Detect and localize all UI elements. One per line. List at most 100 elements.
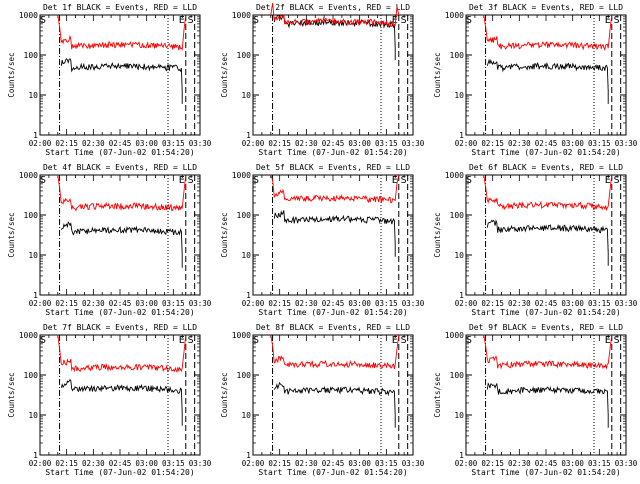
- x-tick-label: 03:00: [561, 299, 584, 308]
- y-axis-label: Counts/sec: [220, 52, 229, 97]
- x-tick-label: 02:15: [55, 299, 78, 308]
- y-tick-label: 1: [246, 291, 251, 300]
- time-marker-label: S: [40, 335, 46, 346]
- detector-chart-4: Det 4f BLACK = Events, RED = LLD 1 10 100 10…: [7, 163, 212, 317]
- y-tick-label: 100: [450, 211, 465, 220]
- detector-chart-8: Det 8f BLACK = Events, RED = LLD 1 10 100 10…: [220, 323, 425, 477]
- detector-panel-1: Det 1f BLACK = Events, RED = LLD 1 10 100 10…: [0, 0, 213, 160]
- y-axis-label: Counts/sec: [433, 52, 442, 97]
- time-marker-label: S: [401, 175, 407, 186]
- x-axis-label: Start Time (07-Jun-02 01:54:20): [45, 148, 194, 157]
- y-tick-label: 10: [28, 91, 38, 100]
- x-tick-label: 03:15: [375, 299, 398, 308]
- y-tick-label: 10: [454, 251, 464, 260]
- x-tick-label: 03:00: [561, 139, 584, 148]
- lld-series-line: [57, 174, 187, 212]
- time-marker-label: S: [253, 175, 259, 186]
- chart-title: Det 8f BLACK = Events, RED = LLD: [256, 323, 410, 332]
- x-tick-label: 03:15: [375, 459, 398, 468]
- x-tick-label: 03:30: [615, 139, 638, 148]
- plot-frame: [465, 174, 627, 296]
- x-tick-label: 02:15: [481, 459, 504, 468]
- time-marker-label: S: [188, 15, 194, 26]
- x-tick-label: 02:00: [242, 139, 265, 148]
- y-tick-label: 1000: [445, 171, 464, 180]
- y-tick-label: 10: [241, 251, 251, 260]
- x-axis-label: Start Time (07-Jun-02 01:54:20): [45, 308, 194, 317]
- events-series-line: [486, 219, 609, 266]
- y-tick-label: 1: [459, 131, 464, 140]
- x-tick-label: 02:45: [535, 139, 558, 148]
- events-series-line: [60, 221, 183, 268]
- plot-frame: [252, 334, 414, 456]
- y-axis-label: Counts/sec: [7, 212, 16, 257]
- x-tick-label: 02:00: [455, 459, 478, 468]
- y-tick-label: 1: [33, 131, 38, 140]
- time-marker-label: S: [466, 175, 472, 186]
- y-axis-label: Counts/sec: [7, 52, 16, 97]
- y-tick-label: 100: [24, 51, 39, 60]
- x-tick-label: 03:15: [588, 139, 611, 148]
- x-axis-label: Start Time (07-Jun-02 01:54:20): [471, 308, 620, 317]
- chart-title: Det 3f BLACK = Events, RED = LLD: [469, 3, 623, 12]
- x-tick-label: 02:30: [508, 459, 531, 468]
- x-tick-label: 02:45: [535, 299, 558, 308]
- time-marker-label: S: [401, 335, 407, 346]
- plot-frame: [465, 334, 627, 456]
- x-tick-label: 02:45: [322, 299, 345, 308]
- x-tick-label: 02:15: [268, 459, 291, 468]
- detector-panel-4: Det 4f BLACK = Events, RED = LLD 1 10 100 10…: [0, 160, 213, 320]
- x-tick-label: 03:15: [375, 139, 398, 148]
- x-tick-label: 02:15: [268, 139, 291, 148]
- time-marker-label: E: [179, 175, 185, 186]
- x-tick-label: 02:15: [55, 139, 78, 148]
- x-tick-label: 03:30: [402, 299, 425, 308]
- lld-series-line: [483, 174, 613, 212]
- lld-series-line: [483, 334, 613, 370]
- lld-series-line: [57, 334, 187, 374]
- x-axis-label: Start Time (07-Jun-02 01:54:20): [471, 148, 620, 157]
- events-series-line: [486, 58, 609, 104]
- x-tick-label: 02:45: [109, 299, 132, 308]
- y-tick-label: 1: [459, 451, 464, 460]
- detector-chart-6: Det 6f BLACK = Events, RED = LLD 1 10 100 10…: [433, 163, 638, 317]
- x-tick-label: 02:30: [295, 459, 318, 468]
- x-tick-label: 03:00: [135, 139, 158, 148]
- y-axis-label: Counts/sec: [433, 212, 442, 257]
- x-axis-label: Start Time (07-Jun-02 01:54:20): [258, 308, 407, 317]
- events-series-line: [60, 57, 183, 104]
- x-tick-label: 02:00: [455, 299, 478, 308]
- x-tick-label: 02:45: [322, 459, 345, 468]
- x-tick-label: 02:30: [82, 299, 105, 308]
- x-tick-label: 03:30: [189, 139, 212, 148]
- y-axis-label: Counts/sec: [220, 372, 229, 417]
- y-tick-label: 100: [450, 371, 465, 380]
- x-tick-label: 02:00: [29, 139, 52, 148]
- lld-series-line: [57, 14, 187, 51]
- time-marker-label: E: [392, 15, 398, 26]
- y-axis-label: Counts/sec: [220, 212, 229, 257]
- x-tick-label: 03:15: [162, 139, 185, 148]
- x-tick-label: 03:00: [135, 459, 158, 468]
- x-tick-label: 02:30: [295, 299, 318, 308]
- y-tick-label: 100: [24, 211, 39, 220]
- x-tick-label: 02:15: [268, 299, 291, 308]
- x-tick-label: 02:30: [82, 139, 105, 148]
- y-tick-label: 1: [33, 451, 38, 460]
- x-tick-label: 02:30: [508, 139, 531, 148]
- detector-panel-3: Det 3f BLACK = Events, RED = LLD 1 10 100 10…: [426, 0, 639, 160]
- x-axis-label: Start Time (07-Jun-02 01:54:20): [45, 468, 194, 477]
- plot-frame: [465, 14, 627, 136]
- x-tick-label: 03:15: [588, 299, 611, 308]
- events-series-line: [486, 382, 609, 428]
- x-tick-label: 02:00: [455, 139, 478, 148]
- x-tick-label: 03:30: [402, 459, 425, 468]
- x-axis-label: Start Time (07-Jun-02 01:54:20): [471, 468, 620, 477]
- y-tick-label: 100: [237, 371, 252, 380]
- y-tick-label: 1: [246, 451, 251, 460]
- y-tick-label: 1000: [19, 331, 38, 340]
- chart-title: Det 7f BLACK = Events, RED = LLD: [43, 323, 197, 332]
- chart-title: Det 4f BLACK = Events, RED = LLD: [43, 163, 197, 172]
- lld-series-line: [270, 174, 400, 204]
